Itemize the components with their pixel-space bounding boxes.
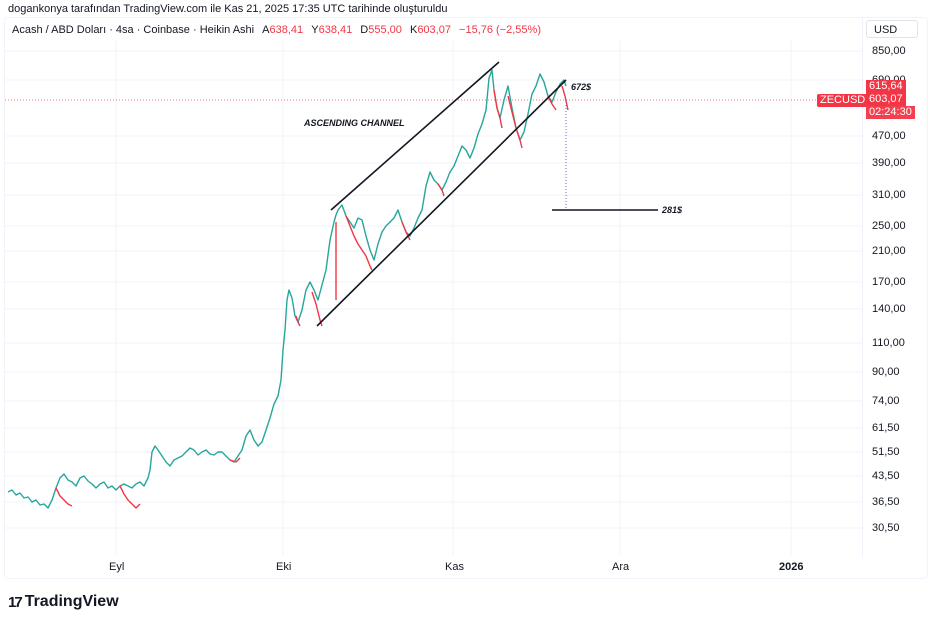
close-label: K	[409, 24, 418, 36]
vertical-gridlines	[115, 40, 792, 555]
open-value: 638,41	[269, 24, 304, 36]
target-high-label: 672$	[571, 82, 592, 92]
open-label: A	[262, 24, 270, 36]
low-label: D	[360, 24, 369, 36]
currency-button[interactable]: USD	[866, 20, 918, 38]
high-price-tag: 615,64	[866, 80, 906, 93]
price-tick: 210,00	[872, 245, 906, 257]
time-tick: Kas	[445, 561, 464, 573]
horizontal-gridlines	[5, 50, 862, 529]
countdown-tag: 02:24:30	[866, 106, 915, 119]
price-tick: 850,00	[872, 45, 906, 57]
price-tick: 110,00	[872, 337, 905, 349]
time-tick: Eyl	[109, 561, 125, 573]
tradingview-logo[interactable]: 17 TradingView	[8, 593, 119, 611]
time-tick: 2026	[779, 561, 804, 573]
price-tick: 170,00	[872, 276, 906, 288]
high-label: Y	[311, 24, 319, 36]
price-tick: 390,00	[872, 157, 906, 169]
change-value: −15,76 (−2,55%)	[459, 24, 541, 36]
price-tick: 43,50	[872, 470, 900, 482]
price-tick: 61,50	[872, 422, 900, 434]
price-tick: 90,00	[872, 366, 900, 378]
target-low-label: 281$	[662, 205, 683, 215]
time-tick: Ara	[612, 561, 630, 573]
ascending-channel-lines	[316, 61, 567, 327]
time-tick: Eki	[276, 561, 292, 573]
price-tick: 51,50	[872, 446, 900, 458]
high-value: 638,41	[318, 24, 353, 36]
tradingview-logo-text: TradingView	[24, 593, 119, 610]
tradingview-logo-icon: 17	[8, 593, 23, 611]
low-value: 555,00	[368, 24, 402, 36]
channel-label: ASCENDING CHANNEL	[304, 118, 405, 128]
price-tick: 30,50	[872, 522, 900, 534]
price-tick: 310,00	[872, 189, 906, 201]
symbol-legend[interactable]: Acash / ABD Doları · 4sa · Coinbase · He…	[12, 24, 541, 36]
price-tick: 74,00	[872, 395, 900, 407]
chart-frame	[4, 17, 928, 579]
price-tick: 140,00	[872, 303, 906, 315]
candles	[7, 69, 569, 509]
chart-caption: dogankonya tarafından TradingView.com il…	[8, 3, 448, 15]
close-value: 603,07	[417, 24, 451, 36]
symbol-title: Acash / ABD Doları · 4sa · Coinbase · He…	[12, 24, 255, 36]
symbol-price-tag: ZECUSD	[817, 94, 869, 107]
price-tick: 470,00	[872, 130, 906, 142]
price-tick: 250,00	[872, 220, 906, 232]
last-price-tag: 603,07	[866, 93, 906, 106]
price-tick: 36,50	[872, 496, 900, 508]
price-axis-separator	[862, 17, 863, 557]
